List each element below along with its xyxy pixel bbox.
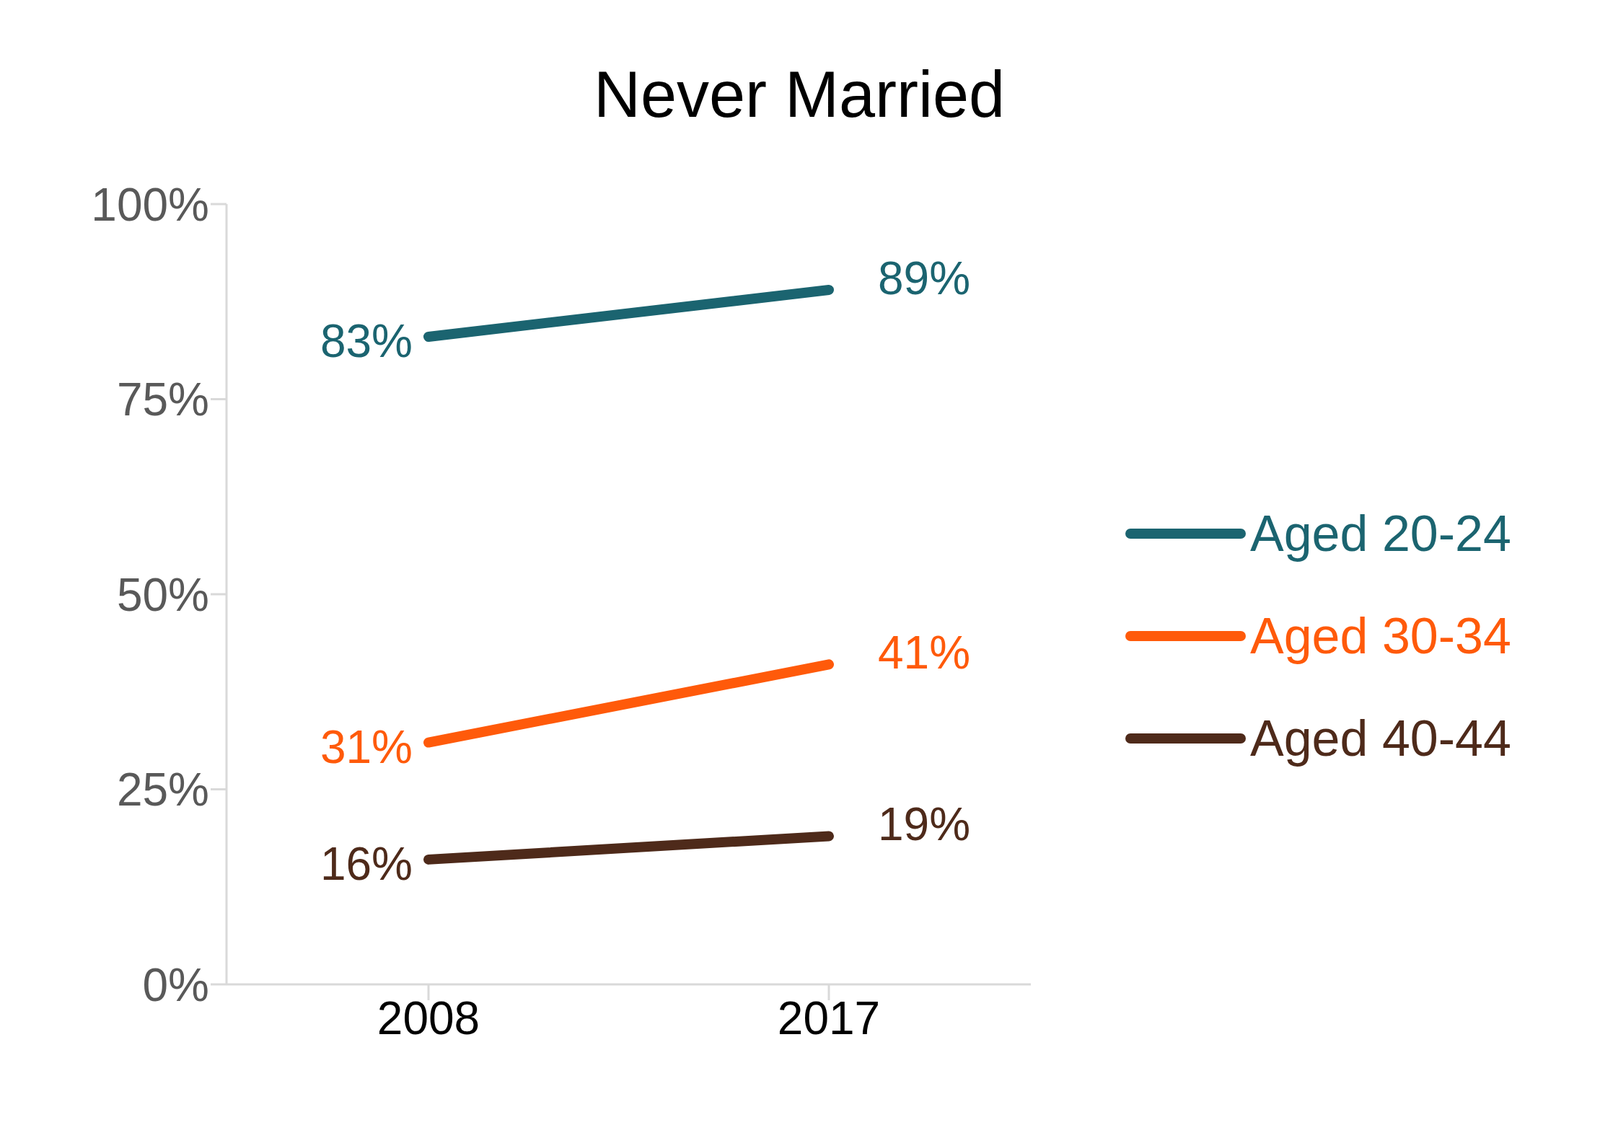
html-text:Never Married: Never Married xyxy=(593,58,1005,131)
svg-text:75%: 75% xyxy=(116,373,210,426)
svg-text:89%: 89% xyxy=(877,252,971,305)
html-text:Aged 20-24: Aged 20-24 xyxy=(1250,505,1512,562)
svg-text:19%: 19% xyxy=(877,798,971,851)
html-text:Aged 30-34: Aged 30-34 xyxy=(1250,608,1512,665)
svg-text:16%: 16% xyxy=(320,838,413,891)
svg-text:25%: 25% xyxy=(116,763,210,816)
html-text:Aged 40-44: Aged 40-44 xyxy=(1250,710,1512,767)
svg-text:83%: 83% xyxy=(320,315,413,368)
svg-text:2008: 2008 xyxy=(377,992,480,1045)
svg-text:41%: 41% xyxy=(877,626,971,679)
svg-text:2017: 2017 xyxy=(777,992,881,1045)
svg-text:0%: 0% xyxy=(142,959,210,1012)
svg-text:50%: 50% xyxy=(116,569,210,622)
svg-text:100%: 100% xyxy=(90,178,210,231)
svg-text:31%: 31% xyxy=(320,721,413,774)
